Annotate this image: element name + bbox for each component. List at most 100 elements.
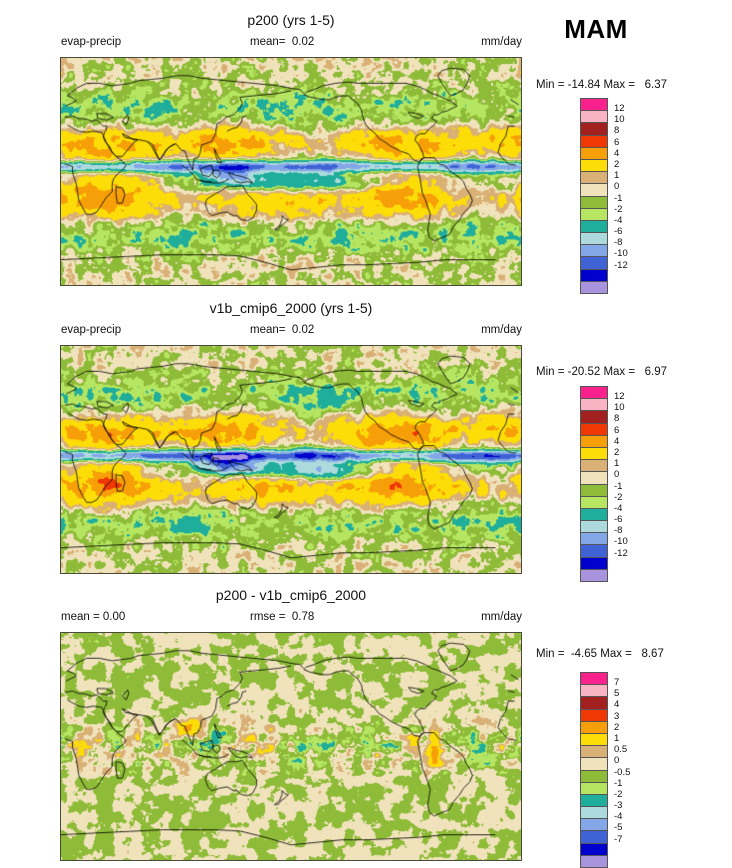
panel-label-row: mean = 0.00 rmse = 0.78 mm/day <box>60 611 522 627</box>
colorbar-tick-label: 8 <box>614 413 620 425</box>
colorbar-band <box>581 208 607 221</box>
season-label: MAM <box>564 14 628 44</box>
colorbar-band <box>581 545 607 558</box>
colorbar-tick-label: 12 <box>614 391 625 402</box>
units-label: mm/day <box>481 324 522 336</box>
colorbar-band <box>581 411 607 424</box>
colorbar-tick-label: -8 <box>614 237 623 249</box>
colorbar-labels: 12 10 8 6 4 2 1 0 -1 -2 -4 -6 -8 -10 -12 <box>614 103 628 271</box>
colorbar-band <box>581 111 607 124</box>
panel-title: p200 - v1b_cmip6_2000 <box>215 587 367 603</box>
panel-title: v1b_cmip6_2000 (yrs 1-5) <box>209 300 373 316</box>
colorbar-tick-label: 2 <box>614 446 620 458</box>
colorbar-tick-label: -1 <box>614 777 623 789</box>
colorbar-tick-label: -12 <box>614 547 628 559</box>
map-plot <box>60 345 522 574</box>
mean-label: mean= 0.02 <box>250 324 315 336</box>
colorbar-band <box>581 484 607 497</box>
colorbar-tick-label: -6 <box>614 226 623 238</box>
colorbar-band <box>581 269 607 282</box>
colorbar-band <box>581 423 607 436</box>
colorbar-band <box>581 508 607 522</box>
rmse-label: rmse = 0.78 <box>250 611 315 623</box>
colorbar-tick-label: 10 <box>614 402 625 414</box>
colorbar-tick-label: 4 <box>614 435 620 447</box>
colorbar-tick-label: 7 <box>614 677 620 688</box>
colorbar-tick-label: 0 <box>614 181 620 193</box>
colorbar-tick-label: 0 <box>614 469 620 481</box>
colorbar-band <box>581 460 607 473</box>
colorbar-band <box>581 533 607 546</box>
colorbar-tick-label: 8 <box>614 125 620 137</box>
colorbar-band <box>581 184 607 197</box>
variable-label: evap-precip <box>61 324 122 336</box>
units-label: mm/day <box>481 611 522 623</box>
colorbar <box>580 672 608 868</box>
colorbar-band <box>581 159 607 173</box>
colorbar-band <box>581 673 607 686</box>
colorbar-band <box>581 387 607 400</box>
colorbar-tick-label: -4 <box>614 811 623 823</box>
panel-label-row: evap-precip mean= 0.02 mm/day <box>60 36 522 52</box>
units-label: mm/day <box>481 36 522 48</box>
colorbar-band <box>581 721 607 734</box>
colorbar-tick-label: 0 <box>614 755 620 767</box>
colorbar-tick-label: 2 <box>614 721 620 733</box>
colorbar-band <box>581 99 607 112</box>
colorbar-band <box>581 435 607 448</box>
colorbar-band <box>581 172 607 185</box>
colorbar-band <box>581 557 607 570</box>
colorbar-band <box>581 782 607 795</box>
colorbar-tick-label: 0.5 <box>614 744 628 756</box>
colorbar-tick-label: -2 <box>614 203 623 215</box>
colorbar-band <box>581 147 607 160</box>
colorbar-band <box>581 697 607 710</box>
colorbar-tick-label: 3 <box>614 710 620 722</box>
colorbar-band <box>581 472 607 485</box>
colorbar-band <box>581 843 607 856</box>
minmax-label: Min = -14.84 Max = 6.37 <box>536 79 668 91</box>
colorbar-band <box>581 709 607 722</box>
colorbar-tick-label: -5 <box>614 822 623 834</box>
colorbar-tick-label: 1 <box>614 458 620 470</box>
colorbar-labels: 12 10 8 6 4 2 1 0 -1 -2 -4 -6 -8 -10 -12 <box>614 391 628 559</box>
colorbar-band <box>581 831 607 844</box>
colorbar-tick-label: 1 <box>614 170 620 182</box>
colorbar-band <box>581 521 607 534</box>
colorbar-tick-label: 4 <box>614 699 620 711</box>
colorbar-band <box>581 733 607 747</box>
colorbar-band <box>581 807 607 820</box>
colorbar-band <box>581 245 607 258</box>
colorbar-band <box>581 496 607 509</box>
colorbar-tick-label: -1 <box>614 480 623 492</box>
colorbar-tick-label: 6 <box>614 136 620 148</box>
colorbar-band <box>581 569 607 581</box>
mean-label: mean = 0.00 <box>61 611 126 623</box>
colorbar-tick-label: 12 <box>614 103 625 114</box>
colorbar-tick-label: 10 <box>614 114 625 126</box>
panel-label-row: evap-precip mean= 0.02 mm/day <box>60 324 522 340</box>
colorbar-band <box>581 281 607 293</box>
colorbar-band <box>581 794 607 808</box>
colorbar-tick-label: -10 <box>614 248 628 260</box>
colorbar-tick-label: 4 <box>614 147 620 159</box>
colorbar-band <box>581 685 607 698</box>
colorbar-tick-label: -1 <box>614 192 623 204</box>
colorbar-tick-label: 5 <box>614 688 620 700</box>
colorbar-tick-label: -4 <box>614 502 623 514</box>
colorbar-tick-label: -4 <box>614 214 623 226</box>
colorbar-band <box>581 746 607 759</box>
colorbar-tick-label: -0.5 <box>614 766 631 778</box>
minmax-label: Min = -4.65 Max = 8.67 <box>536 648 664 660</box>
map-plot <box>60 632 522 861</box>
mean-label: mean= 0.02 <box>250 36 315 48</box>
colorbar-band <box>581 819 607 832</box>
minmax-label: Min = -20.52 Max = 6.97 <box>536 366 668 378</box>
colorbar-tick-label: -2 <box>614 491 623 503</box>
colorbar-tick-label: -6 <box>614 514 623 526</box>
colorbar-band <box>581 196 607 209</box>
colorbar <box>580 98 608 294</box>
panel-title: p200 (yrs 1-5) <box>247 12 335 28</box>
variable-label: evap-precip <box>61 36 122 48</box>
colorbar-tick-label: 2 <box>614 158 620 170</box>
